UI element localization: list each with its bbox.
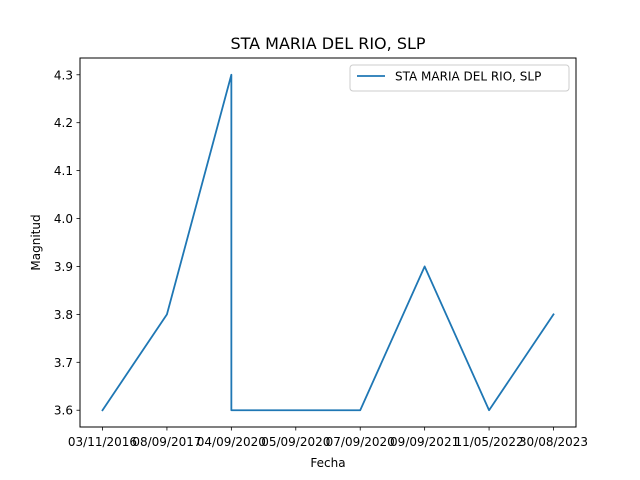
x-tick-label: 11/05/2022 — [454, 435, 523, 449]
x-tick-label: 04/09/2020 — [197, 435, 266, 449]
plot-area — [80, 58, 576, 427]
y-tick-label: 3.7 — [54, 356, 73, 370]
legend-box — [349, 64, 570, 92]
chart-title: STA MARIA DEL RIO, SLP — [230, 34, 425, 53]
series-layer — [101, 73, 555, 412]
y-tick-label: 3.9 — [54, 260, 73, 274]
legend-label: STA MARIA DEL RIO, SLP — [395, 70, 541, 84]
y-axis: 3.6 3.7 3.8 3.9 4.0 4.1 4.2 4.3 — [54, 68, 80, 418]
x-tick-label: 09/09/2021 — [390, 435, 459, 449]
x-axis: 03/11/201608/09/201704/09/202005/09/2020… — [68, 427, 588, 449]
y-tick-label: 3.8 — [54, 308, 73, 322]
y-tick-label: 4.1 — [54, 164, 73, 178]
x-axis-label: Fecha — [310, 456, 345, 470]
plot-frame — [79, 57, 577, 428]
x-tick-label: 03/11/2016 — [68, 435, 137, 449]
y-tick-label: 3.6 — [54, 404, 73, 418]
legend: STA MARIA DEL RIO, SLP — [349, 64, 570, 92]
x-tick-label: 07/09/2020 — [326, 435, 395, 449]
x-tick-label: 08/09/2017 — [132, 435, 201, 449]
y-tick-label: 4.0 — [54, 212, 73, 226]
y-axis-label: Magnitud — [29, 214, 43, 270]
x-tick-label: 05/09/2020 — [261, 435, 330, 449]
y-tick-label: 4.2 — [54, 116, 73, 130]
x-tick-label: 30/08/2023 — [519, 435, 588, 449]
y-tick-label: 4.3 — [54, 68, 73, 82]
